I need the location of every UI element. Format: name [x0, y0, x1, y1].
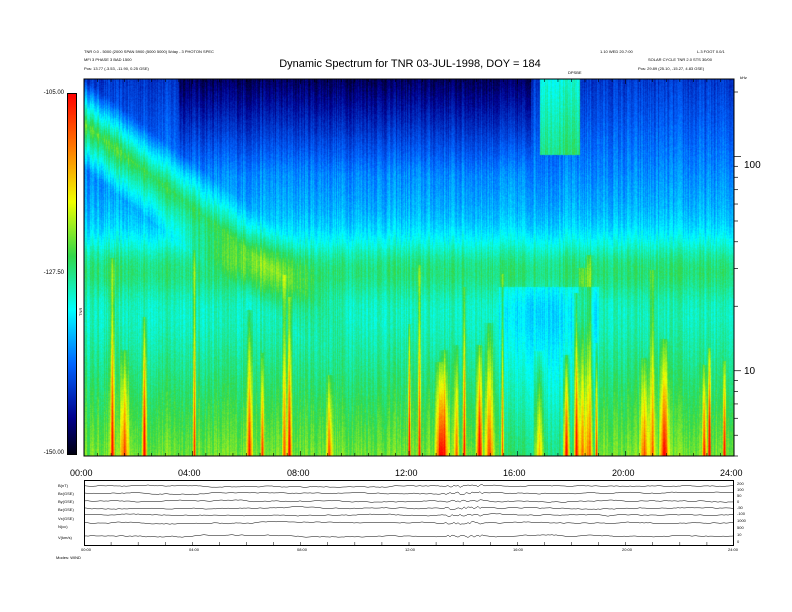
stack-time-tick-5: 20:00: [622, 547, 633, 552]
stack-trace-1: [84, 491, 734, 495]
footer-label: Modes: WIND: [56, 555, 81, 560]
stack-right-value-9: 0: [737, 539, 740, 544]
center-marker-label: DPSBE: [568, 70, 582, 75]
x-tick-6: 24:00: [720, 468, 743, 478]
stack-label-6: V(km/s): [58, 535, 72, 540]
x-tick-4: 16:00: [503, 468, 526, 478]
y-tick-10: 10: [744, 366, 756, 377]
stack-right-value-0: 200: [737, 481, 744, 486]
stack-right-value-2: 50: [737, 493, 742, 498]
stack-time-tick-0: 00:00: [81, 547, 92, 552]
x-tick-0: 00:00: [70, 468, 93, 478]
stack-right-value-4: -50: [737, 505, 743, 510]
stack-right-value-5: -100: [737, 511, 746, 516]
x-tick-1: 04:00: [178, 468, 201, 478]
stack-time-tick-1: 04:00: [189, 547, 200, 552]
x-tick-5: 20:00: [612, 468, 635, 478]
stack-right-value-7: 500: [737, 525, 744, 530]
stack-label-4: Vx(GSE): [58, 516, 74, 521]
header-info-right-2: SOLAR CYCLE TNR 2.0 STS 30/00: [648, 57, 712, 62]
right-log-ticks: [734, 91, 741, 457]
stack-right-value-6: 1000: [737, 518, 746, 523]
top-minor-ticks: [83, 79, 735, 456]
colorbar-tick-top: -105.00: [43, 90, 64, 96]
stack-right-value-3: 0: [737, 499, 740, 504]
stack-time-tick-3: 12:00: [405, 547, 416, 552]
colorbar-tick-bottom: -150.00: [43, 450, 64, 456]
parameter-stack-panel: [84, 480, 734, 546]
stack-time-tick-2: 08:00: [297, 547, 308, 552]
stack-label-1: Bx(GSE): [58, 491, 74, 496]
stack-label-2: By(GSE): [58, 499, 74, 504]
header-info-left-2: MFI 3 PHASE 3 BAD 1500: [84, 57, 132, 62]
y-tick-100: 100: [744, 160, 761, 171]
spectrogram-image: [84, 79, 734, 456]
stack-right-value-8: 10: [737, 532, 742, 537]
spectrogram-frame: [83, 78, 735, 457]
header-info-left-3: Pos: 13.77 (-3.53, -11.90, 0.25 GSE): [84, 66, 149, 71]
colorbar-tick-mid: -127.50: [43, 270, 64, 276]
header-info-left-1: TNR 0.0 - 5000 (2000 SPAN 5900 (5000 500…: [84, 49, 214, 54]
colorbar-frame: [67, 93, 77, 455]
stack-label-3: Bz(GSE): [58, 507, 74, 512]
header-info-right-3: Pos: 29.89 (25.10, -15.27, 4.83 GSE): [638, 66, 705, 71]
stack-right-value-1: 100: [737, 487, 744, 492]
colorbar: [67, 93, 77, 455]
header-info-right-1b: L.3 FOOT 0.0/1: [697, 49, 725, 54]
x-tick-2: 08:00: [287, 468, 310, 478]
stack-time-tick-6: 24:00: [728, 547, 739, 552]
chart-title: Dynamic Spectrum for TNR 03-JUL-1998, DO…: [279, 58, 541, 70]
stack-trace-4: [84, 513, 734, 517]
x-tick-3: 12:00: [395, 468, 418, 478]
header-info-right-1: 1.10 WED 20.7:00: [600, 49, 633, 54]
stack-label-5: N(cc): [58, 524, 68, 529]
stack-trace-0: [84, 484, 734, 488]
stack-label-0: B(nT): [58, 483, 68, 488]
stack-trace-2: [84, 499, 734, 503]
stack-time-tick-4: 16:00: [513, 547, 524, 552]
stack-trace-6: [84, 534, 734, 538]
stack-trace-5: [84, 520, 734, 525]
right-unit-label: kHz: [740, 75, 747, 80]
stack-trace-3: [84, 506, 734, 510]
